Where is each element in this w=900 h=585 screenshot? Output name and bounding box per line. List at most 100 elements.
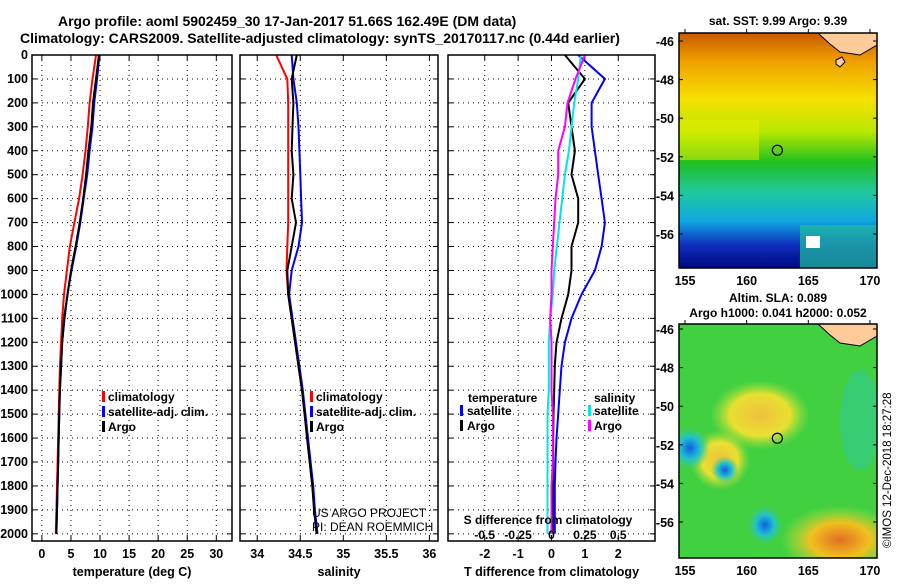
series-line-temperature-satellite (553, 54, 607, 534)
x-tick-label: 25 (180, 547, 194, 561)
series-line-salinity-argo (549, 54, 586, 534)
lat-tick-label: -50 (656, 400, 674, 414)
y-tick-label: 1000 (0, 287, 28, 301)
y-tick-label: 700 (7, 216, 28, 230)
x-tick-label: 34 (250, 547, 264, 561)
x-tick-label: 34.5 (288, 547, 312, 561)
series-line-argo (286, 54, 318, 534)
watermark: ©IMOS 12-Dec-2018 18:27:28 (882, 392, 894, 548)
project-line-2: PI: DEAN ROEMMICH (312, 520, 433, 534)
y-tick-label: 1100 (1, 311, 28, 325)
map-title: sat. SST: 9.99 Argo: 9.39 (709, 14, 848, 28)
x2-axis-label: S difference from climatology (464, 513, 633, 527)
y-tick-label: 900 (7, 263, 28, 277)
y-tick-label: 1900 (0, 503, 28, 517)
x2-tick-label: -0.5 (474, 528, 495, 542)
lat-tick-label: -54 (656, 477, 674, 491)
legend-swatch (102, 421, 105, 432)
lon-tick-label: 170 (860, 274, 881, 288)
x2-tick-label: 0.25 (573, 528, 597, 542)
legend-label: satellite (467, 404, 512, 418)
legend-swatch (588, 405, 591, 416)
y-tick-label: 1300 (0, 359, 28, 373)
x-axis-label: salinity (317, 565, 360, 579)
map-title: Altim. SLA: 0.089 (729, 291, 827, 305)
plot-frame (447, 54, 656, 542)
x-tick-label: 36 (422, 547, 436, 561)
legend-swatch (310, 421, 313, 432)
x-tick-label: 1 (581, 547, 588, 561)
project-line-1: US ARGO PROJECT (312, 506, 427, 520)
map-frame (678, 323, 878, 559)
x2-tick-label: 0.5 (610, 528, 627, 542)
series-line-climatology (54, 54, 97, 534)
legend-swatch (310, 391, 313, 402)
lat-tick-label: -52 (656, 151, 674, 165)
series-line-argo (55, 54, 100, 534)
legend-label: satellite-adj. clim. (108, 405, 208, 419)
map-axes: -46 -48 -50 -52 -54 -56 155 160 165 170 Altim. SLA… (656, 291, 881, 578)
x-axis-label: temperature (deg C) (73, 565, 192, 579)
sst-map (679, 33, 877, 268)
lat-tick-label: -48 (656, 74, 674, 88)
y-tick-label: 600 (7, 192, 28, 206)
legend-swatch (102, 406, 105, 417)
legend-swatch (460, 405, 463, 416)
x-tick-label: 30 (209, 547, 223, 561)
x-tick-label: -1 (513, 547, 524, 561)
legend-label: climatology (108, 390, 175, 404)
map-title: Argo h1000: 0.041 h2000: 0.052 (689, 306, 867, 320)
lat-tick-label: -54 (656, 189, 674, 203)
y-tick-label: 1500 (0, 407, 28, 421)
lat-tick-label: -48 (656, 362, 674, 376)
y-tick-label: 1800 (0, 479, 28, 493)
legend-heading-salinity: salinity (594, 391, 636, 405)
legend-label: Argo (316, 420, 344, 434)
map-axes: -46 -48 -50 -52 -54 -56 155 160 165 170 sat. SST: … (656, 14, 881, 288)
profile-panel-1: 0100200300400500600700800900100011001200… (0, 48, 233, 579)
lat-tick-label: -46 (656, 35, 674, 49)
x-tick-label: 0 (38, 547, 45, 561)
maps: -46 -48 -50 -52 -54 -56 155 160 165 170 sat. SST: … (656, 14, 881, 578)
y-tick-label: 100 (7, 72, 28, 86)
lon-tick-label: 160 (736, 274, 757, 288)
sla-map (679, 324, 877, 558)
lat-tick-label: -56 (656, 228, 674, 242)
x-tick-label: -2 (479, 547, 490, 561)
profile-panel-3: -2 -1 0 1 2 T difference from climatology temp… (447, 54, 656, 579)
y-tick-label: 1700 (0, 455, 28, 469)
profile-panel-2: 34 34.5 35 35.5 36 salinity climatologysatelli… (239, 54, 439, 579)
lon-tick-label: 170 (860, 564, 881, 578)
x-tick-label: 35 (336, 547, 350, 561)
lon-tick-label: 165 (798, 564, 819, 578)
x-tick-label: 20 (151, 547, 165, 561)
plot-frame (239, 54, 439, 542)
y-tick-label: 1200 (0, 335, 28, 349)
lat-tick-label: -56 (656, 516, 674, 530)
lon-tick-label: 155 (675, 274, 696, 288)
lon-tick-label: 165 (798, 274, 819, 288)
y-tick-label: 300 (7, 120, 28, 134)
legend-swatch (102, 391, 105, 402)
lon-tick-label: 160 (736, 564, 757, 578)
x-tick-label: 10 (93, 547, 107, 561)
legend-label: satellite (594, 404, 639, 418)
float-location-marker (771, 144, 783, 156)
y-tick-label: 0 (21, 48, 28, 62)
map-frame (678, 32, 878, 269)
y-tick-label: 200 (7, 96, 28, 110)
legend-swatch (310, 406, 313, 417)
lat-tick-label: -52 (656, 439, 674, 453)
land-shape (817, 33, 877, 56)
x-axis-label: T difference from climatology (464, 565, 639, 579)
legend-label: satellite-adj. clim. (316, 405, 416, 419)
x-tick-label: 2 (615, 547, 622, 561)
x-tick-label: 15 (122, 547, 136, 561)
y-tick-label: 1400 (0, 383, 28, 397)
legend-label: Argo (108, 420, 136, 434)
legend-swatch (588, 420, 591, 431)
y-tick-label: 800 (7, 240, 28, 254)
y-tick-label: 400 (7, 144, 28, 158)
series-line-salinity-satellite (546, 54, 582, 534)
